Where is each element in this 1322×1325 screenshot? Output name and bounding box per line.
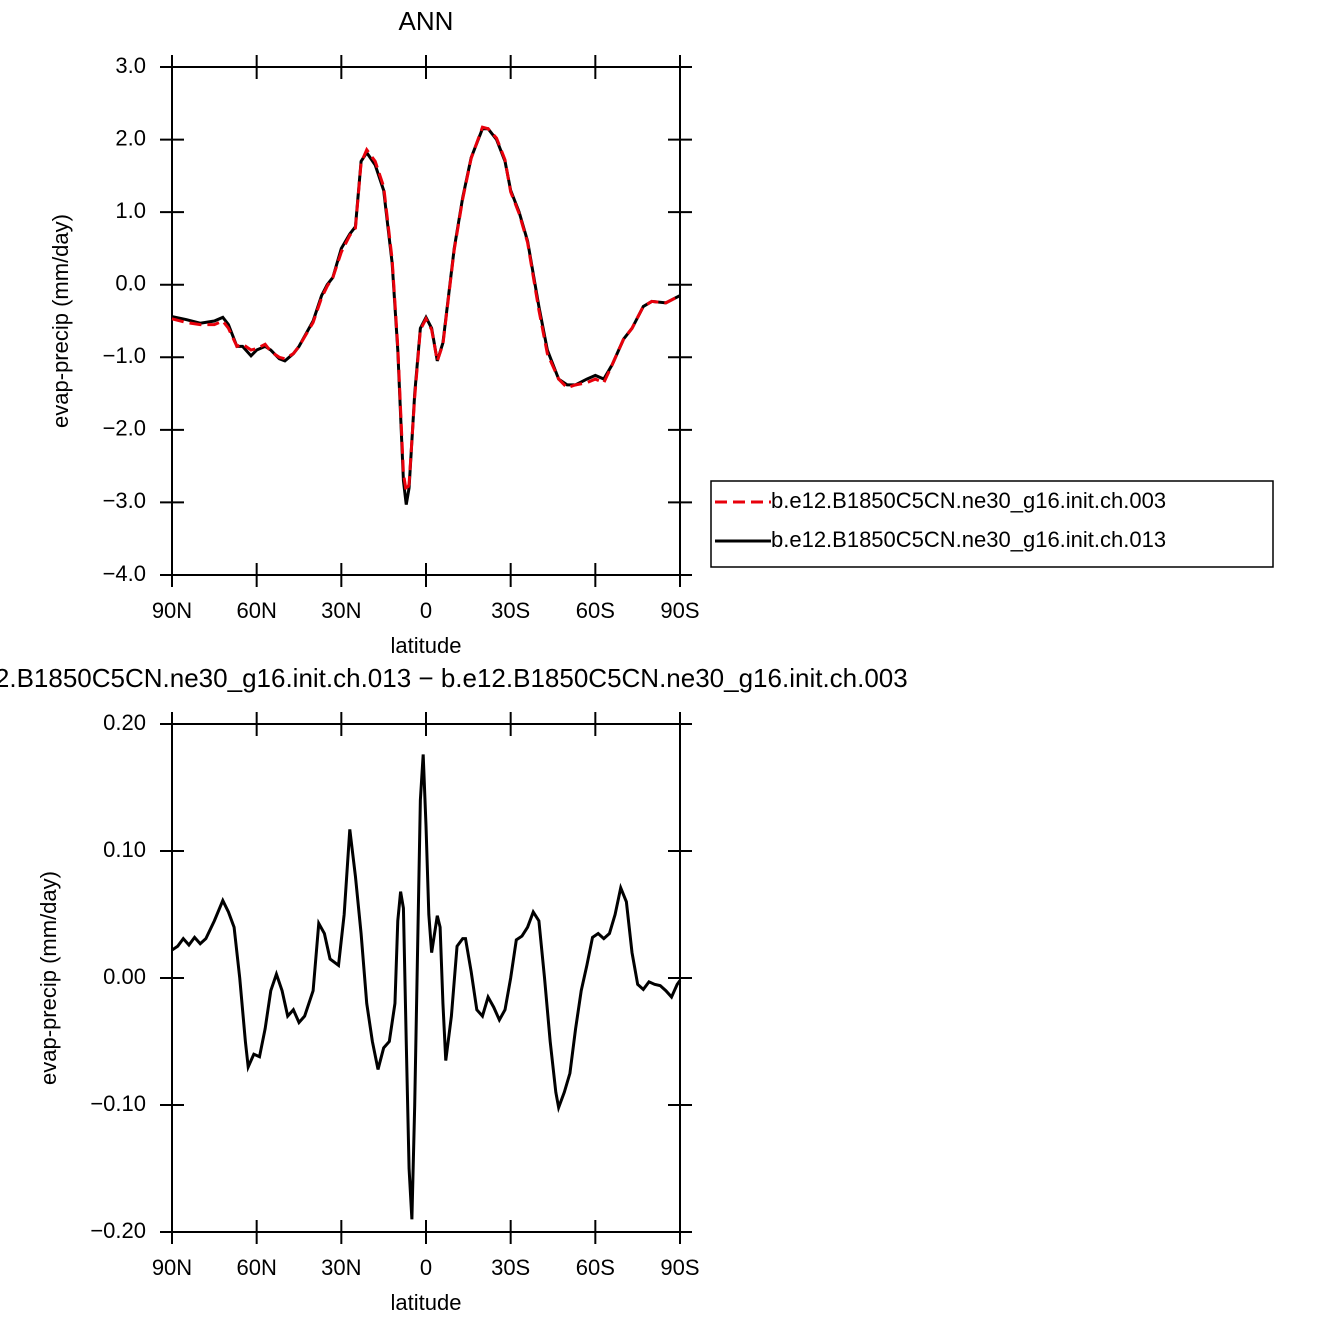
y-axis-label: evap-precip (mm/day): [36, 871, 61, 1085]
y-tick-label: 1.0: [115, 198, 146, 223]
plot-frame: [171, 66, 681, 576]
series-line: [171, 754, 682, 1220]
y-tick-label: −0.10: [90, 1091, 146, 1116]
y-tick-label: 0.0: [115, 271, 146, 296]
x-tick-label: 90N: [152, 1255, 192, 1280]
x-tick-label: 90S: [660, 598, 699, 623]
plot-frame: [171, 723, 681, 1233]
x-tick-label: 30S: [491, 598, 530, 623]
y-tick-label: 0.20: [103, 710, 146, 735]
x-tick-label: 60N: [236, 598, 276, 623]
x-axis-label: latitude: [391, 633, 462, 658]
y-tick-label: 0.00: [103, 964, 146, 989]
series-line: [171, 125, 681, 498]
y-tick-label: −2.0: [103, 416, 146, 441]
x-tick-label: 0: [420, 1255, 432, 1280]
x-axis-label: latitude: [391, 1290, 462, 1315]
y-tick-label: 0.10: [103, 837, 146, 862]
x-tick-label: 30N: [321, 1255, 361, 1280]
y-tick-label: −1.0: [103, 343, 146, 368]
y-tick-label: −4.0: [103, 561, 146, 586]
legend-label: b.e12.B1850C5CN.ne30_g16.init.ch.013: [771, 527, 1166, 552]
chart-title: ANN: [399, 6, 454, 36]
x-tick-label: 90S: [660, 1255, 699, 1280]
y-tick-label: 3.0: [115, 53, 146, 78]
chart-title: b.e12.B1850C5CN.ne30_g16.init.ch.013 − b…: [0, 663, 908, 693]
x-tick-label: 60S: [576, 1255, 615, 1280]
y-tick-label: 2.0: [115, 125, 146, 150]
y-tick-label: −0.20: [90, 1218, 146, 1243]
x-tick-label: 60N: [236, 1255, 276, 1280]
legend-box: [710, 480, 1274, 568]
x-tick-label: 30N: [321, 598, 361, 623]
x-tick-label: 30S: [491, 1255, 530, 1280]
x-tick-label: 60S: [576, 598, 615, 623]
legend-label: b.e12.B1850C5CN.ne30_g16.init.ch.003: [771, 488, 1166, 513]
x-tick-label: 90N: [152, 598, 192, 623]
y-tick-label: −3.0: [103, 488, 146, 513]
y-axis-label: evap-precip (mm/day): [48, 214, 73, 428]
x-tick-label: 0: [420, 598, 432, 623]
